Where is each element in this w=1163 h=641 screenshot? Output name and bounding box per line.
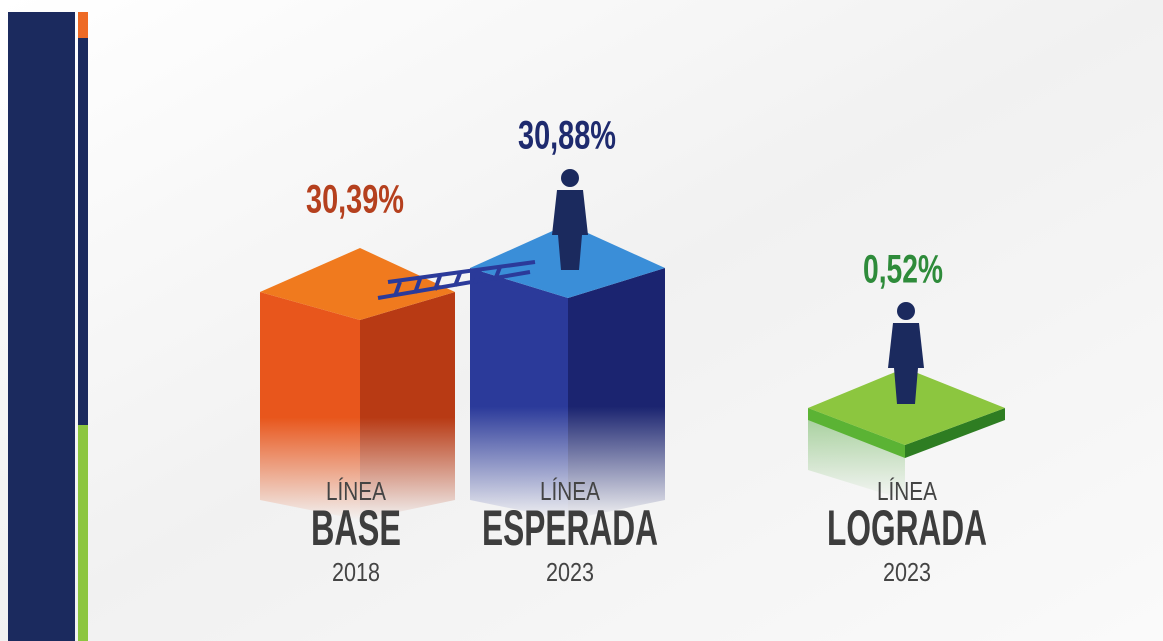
line-name: LOGRADA xyxy=(827,500,987,556)
line-name: BASE xyxy=(311,500,401,556)
value-label: 30,39% xyxy=(306,178,404,222)
person-2 xyxy=(888,302,924,404)
year: 2023 xyxy=(546,557,594,587)
year: 2018 xyxy=(332,557,380,587)
stripe-green xyxy=(78,425,88,641)
value-label: 0,52% xyxy=(863,248,943,292)
platform-lograda xyxy=(808,368,1005,500)
side-bar xyxy=(8,12,75,641)
person-1 xyxy=(552,169,588,270)
cube-esperada xyxy=(470,224,665,520)
line-label: LÍNEA xyxy=(326,476,387,506)
year: 2023 xyxy=(883,557,931,587)
cube-base xyxy=(260,248,455,520)
line-label: LÍNEA xyxy=(877,476,938,506)
value-label: 30,88% xyxy=(518,114,616,158)
stripe-navy xyxy=(78,38,88,425)
stripe-orange xyxy=(78,12,88,38)
line-name: ESPERADA xyxy=(482,500,658,556)
ladder xyxy=(377,260,536,300)
line-label: LÍNEA xyxy=(540,476,601,506)
